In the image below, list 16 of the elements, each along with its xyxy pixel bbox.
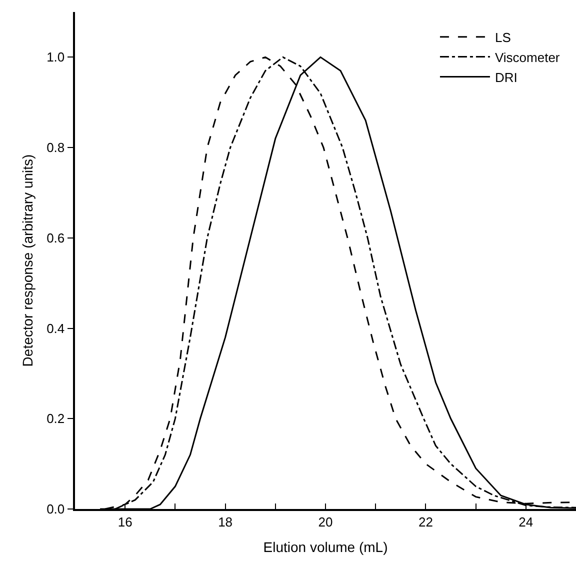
legend-label: DRI xyxy=(494,70,518,85)
text: 1.0 xyxy=(46,50,65,65)
y-axis-title: Detector response (arbitrary units) xyxy=(20,154,36,367)
text: 0.0 xyxy=(46,502,65,517)
x-axis-title: Elution volume (mL) xyxy=(263,539,388,556)
y-tick-label: 0.6 xyxy=(46,230,65,246)
legend-label: Viscometer xyxy=(494,50,560,65)
x-tick-label: 24 xyxy=(518,514,534,530)
x-tick-label: 16 xyxy=(118,514,132,530)
y-tick-label: 0.8 xyxy=(46,140,65,156)
x-tick-label: 18 xyxy=(218,514,233,530)
legend-label: LS xyxy=(494,30,512,45)
x-tick-label: 22 xyxy=(418,514,433,530)
y-tick-label: 0.2 xyxy=(46,411,65,426)
x-tick-label: 20 xyxy=(318,514,333,530)
y-tick-label: 0.4 xyxy=(46,320,65,336)
